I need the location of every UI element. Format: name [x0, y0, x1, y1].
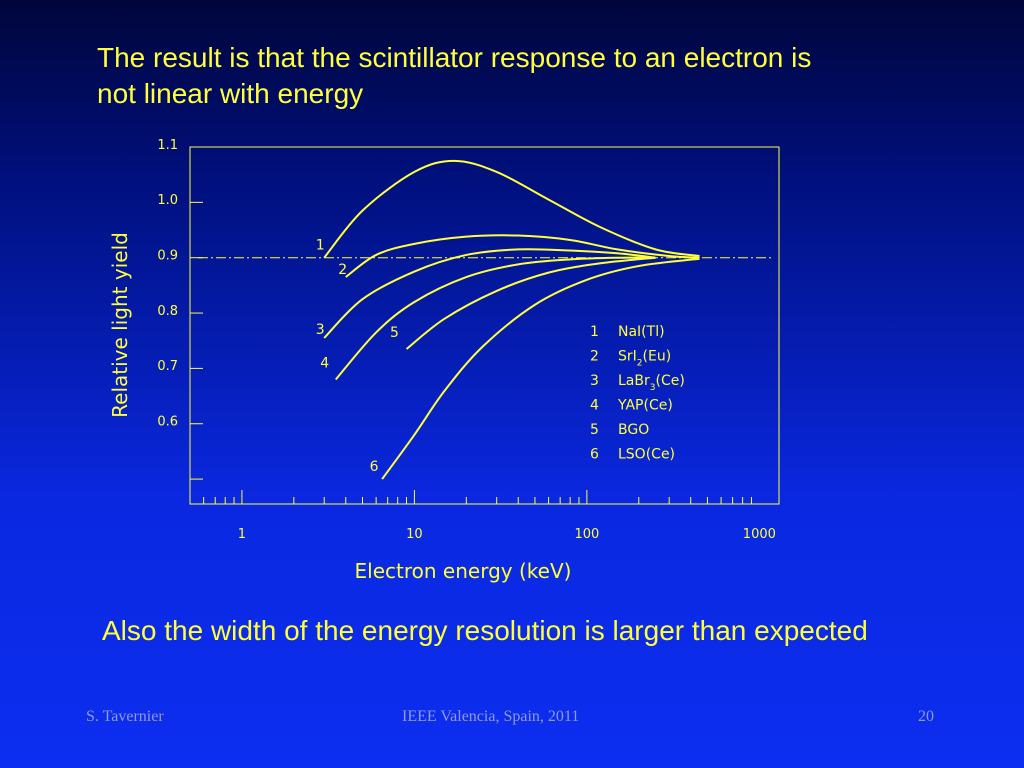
footer-author: S. Tavernier — [86, 708, 164, 725]
series-label-2: 2 — [338, 262, 347, 278]
legend-entry: LSO(Ce) — [618, 447, 675, 463]
slide-title: The result is that the scintillator resp… — [97, 42, 812, 109]
y-tick-label: 0.7 — [157, 359, 178, 374]
y-axis: 0.6 0.7 0.8 0.9 1.0 1.1 — [157, 138, 203, 480]
y-tick-label: 1.1 — [157, 138, 178, 153]
series-labels: 12 3 4 5 6 — [316, 238, 399, 475]
legend-entry: LaBr3(Ce) — [618, 373, 685, 393]
y-tick-label: 0.6 — [157, 415, 178, 430]
series-label-3: 3 — [316, 322, 325, 338]
series-curves — [323, 159, 700, 480]
y-tick-label: 0.8 — [157, 304, 178, 319]
series-line-2 — [345, 234, 700, 278]
legend-number: 5 — [590, 422, 599, 438]
legend-entry: YAP(Ce) — [617, 398, 673, 414]
legend: 1 NaI(Tl) 2 SrI2(Eu) 3 LaBr3(Ce) 4 YAP(Ce) 5 BGO 6… — [590, 324, 685, 463]
y-tick-label: 1.0 — [157, 193, 178, 208]
legend-entry: SrI2(Eu) — [618, 349, 671, 369]
slide-subtitle: Also the width of the energy resolution … — [102, 615, 868, 646]
series-line-5 — [405, 256, 656, 350]
y-axis-label: Relative light yield — [108, 232, 132, 418]
series-label-4: 4 — [320, 355, 329, 371]
footer-event: IEEE Valencia, Spain, 2011 — [402, 708, 580, 725]
legend-entry: BGO — [618, 422, 649, 438]
legend-number: 6 — [590, 447, 599, 463]
x-axis-label: Electron energy (keV) — [355, 559, 572, 583]
y-tick-label: 0.9 — [157, 249, 178, 264]
series-label-1: 1 — [316, 238, 325, 254]
series-line-6 — [381, 257, 700, 480]
footer-page-number: 20 — [918, 708, 934, 725]
series-line-4 — [335, 256, 656, 381]
x-tick-label: 10 — [406, 527, 423, 542]
x-tick-label: 1000 — [743, 527, 776, 542]
series-line-3 — [323, 248, 656, 339]
x-axis: 1 10 100 1000 — [189, 490, 776, 542]
legend-number: 2 — [590, 349, 599, 365]
legend-number: 1 — [590, 324, 599, 340]
x-tick-label: 100 — [574, 527, 599, 542]
legend-number: 4 — [590, 398, 599, 414]
series-label-5: 5 — [390, 325, 399, 341]
x-tick-label: 1 — [238, 527, 246, 542]
legend-entry: NaI(Tl) — [618, 324, 665, 340]
series-label-6: 6 — [370, 459, 379, 475]
series-line-1 — [323, 159, 700, 259]
legend-number: 3 — [590, 373, 599, 389]
plot-frame — [189, 146, 780, 505]
